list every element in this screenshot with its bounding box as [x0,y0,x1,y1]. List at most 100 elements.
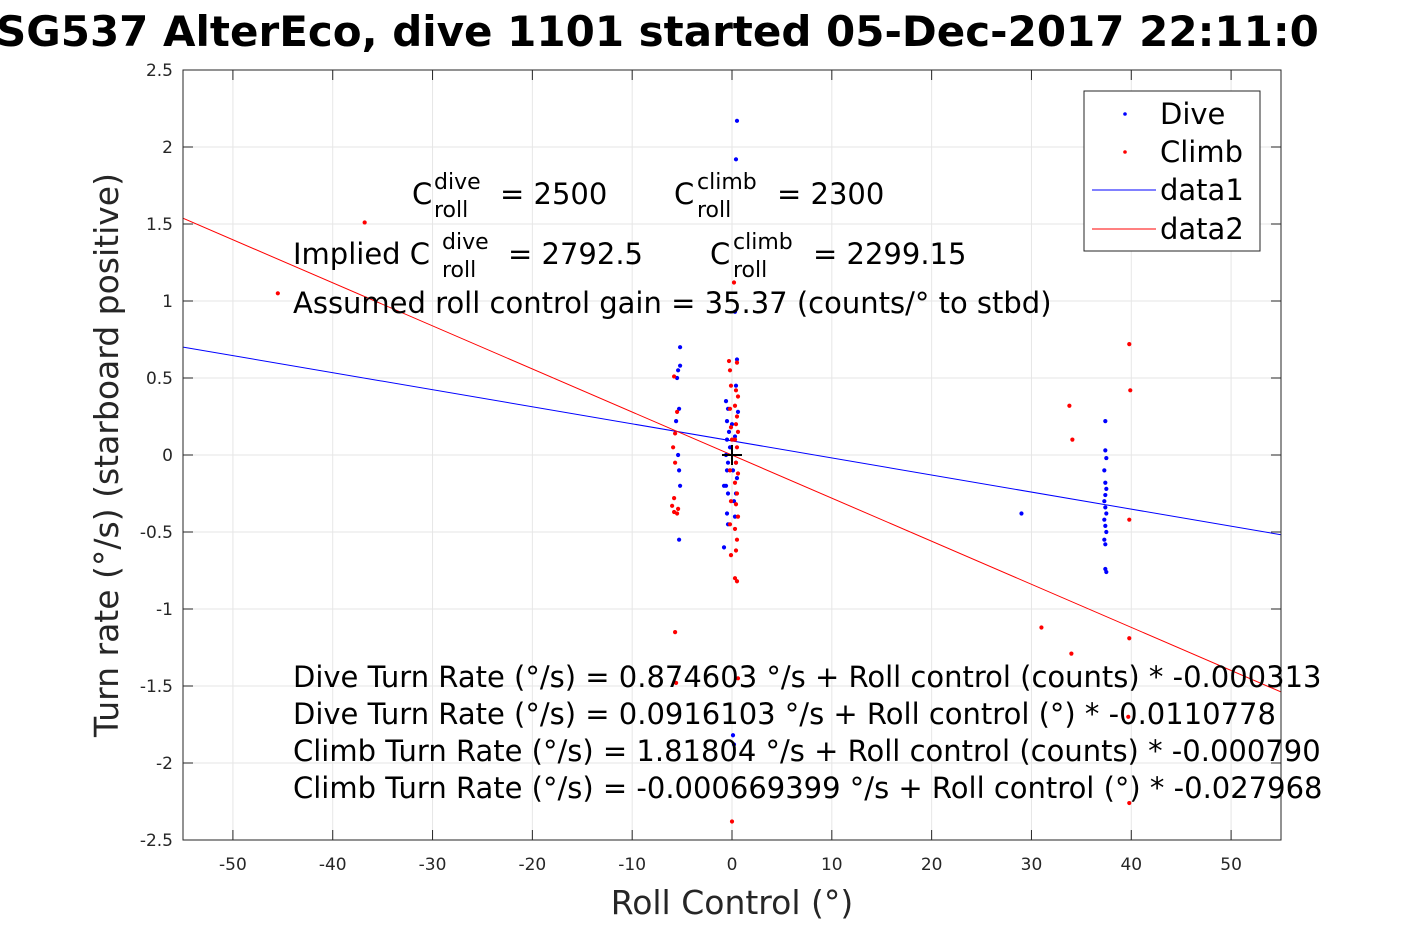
y-axis-ticks: 2.5 2 1.5 1 0.5 0 -0.5 -1 -1.5 -2 -2.5 [140,61,1281,851]
climb-point [733,548,739,553]
climb-point [674,680,679,686]
legend-dive-label: Dive [1160,97,1225,131]
dive-point [724,419,730,424]
climb-point [734,360,740,365]
implied-dive-value: = 2792.5 [508,237,643,271]
dive-point [724,437,730,442]
climb-point [735,429,741,434]
climb-point [732,526,738,532]
climb-point [727,406,733,411]
y-tick-label: 2 [162,138,173,158]
climb-point [670,503,675,508]
climb-point [729,437,735,442]
legend: Dive Climb data1 data2 [1083,90,1261,252]
climb-point [672,496,677,501]
dive-point [732,309,738,314]
c-climb-value: = 2300 [777,177,884,211]
chart-title: SG537 AlterEco, dive 1101 started 05-Dec… [0,7,1319,56]
c-dive-sub: roll [434,198,468,223]
implied-climb-value: = 2299.15 [813,237,966,271]
fit-equation-3: Climb Turn Rate (°/s) = 1.81804 °/s + Ro… [293,734,1321,768]
scatter-points [275,118,1133,824]
dive-point [1103,505,1108,510]
implied-climb-annotation: C climb roll = 2299.15 [710,230,966,283]
climb-point [731,280,737,285]
dive-point [675,368,681,373]
climb-point [727,368,733,373]
climb-point [732,403,738,408]
dive-point [677,363,683,368]
climb-point [728,553,734,558]
dive-point [724,511,730,516]
dive-point [731,742,737,747]
climb-point [733,388,739,393]
implied-climb-base: C [710,237,730,271]
x-axis-label: Roll Control (°) [611,883,854,922]
climb-point [734,414,740,419]
origin-marker [722,445,742,465]
implied-dive-prefix: Implied C [293,237,430,271]
c-dive-sup: dive [434,170,481,195]
climb-point [1126,714,1131,719]
dive-point [677,483,683,488]
implied-dive-annotation: Implied C dive roll = 2792.5 [293,230,643,283]
climb-point [1069,651,1074,656]
dive-point [730,468,736,473]
dive-point [1103,480,1108,485]
y-tick-label: -2.5 [140,831,173,851]
y-tick-label: -2 [156,754,173,774]
dive-point [1102,468,1107,473]
fit-equation-1: Dive Turn Rate (°/s) = 0.874603 °/s + Ro… [293,660,1321,694]
dive-point [1102,537,1107,542]
legend-climb-marker [1123,150,1127,154]
climb-point [733,502,739,507]
y-tick-label: 1 [162,292,173,312]
x-tick-label: -20 [518,855,546,875]
c-climb-sub: roll [697,198,731,223]
climb-point [1127,636,1132,641]
c-climb-sup: climb [697,170,757,195]
climb-point [673,460,678,465]
x-tick-label: 20 [921,855,943,875]
dive-point [1103,419,1108,424]
climb-point [673,630,678,635]
c-dive-value: = 2500 [500,177,607,211]
dive-point [1103,492,1108,498]
climb-point [1070,437,1075,442]
y-tick-label: -1 [156,600,173,620]
dive-point [732,514,738,519]
climb-point [734,445,740,450]
climb-point [735,514,741,519]
legend-data1-label: data1 [1160,173,1244,207]
dive-point [1102,499,1107,504]
x-tick-label: 0 [727,855,738,875]
climb-point [732,576,738,581]
dive-point [676,406,682,411]
climb-point [734,579,740,584]
plot-frame [182,69,1282,841]
x-tick-label: 50 [1220,855,1242,875]
implied-dive-sup: dive [442,230,489,255]
climb-point [734,491,740,496]
dive-point [733,157,739,162]
dive-point [730,733,736,738]
legend-item-dive: Dive [1123,97,1225,131]
y-tick-label: 2.5 [146,61,173,81]
dive-point [724,468,730,473]
y-tick-label: 1.5 [146,215,173,235]
climb-point [1067,403,1072,408]
dive-point [725,460,731,465]
dive-point [1102,517,1107,522]
dive-point [725,491,731,496]
dive-point [721,483,727,488]
climb-point [727,522,733,527]
climb-point [675,409,680,414]
dive-point [726,429,732,434]
climb-point [671,445,676,450]
dive-point [1104,529,1109,535]
dive-point [1104,569,1109,575]
climb-point [733,460,739,465]
fit-equation-4: Climb Turn Rate (°/s) = -0.000669399 °/s… [293,771,1323,805]
fit-equation-2: Dive Turn Rate (°/s) = 0.0916103 °/s + R… [293,697,1276,731]
y-tick-label: -0.5 [140,523,173,543]
